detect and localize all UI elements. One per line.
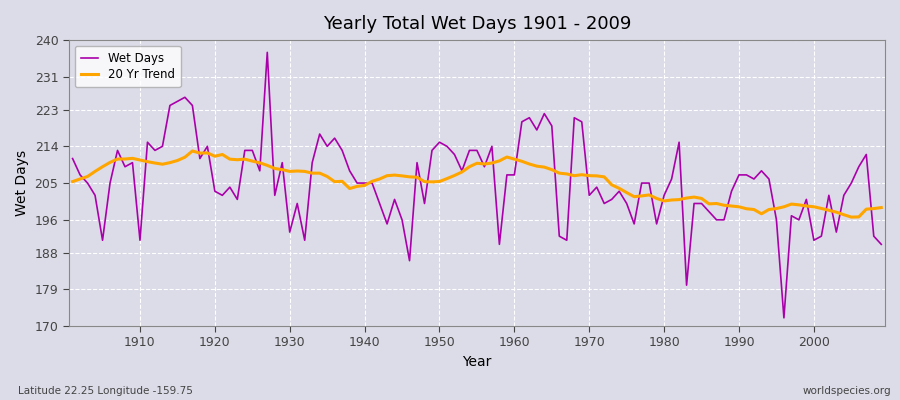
Y-axis label: Wet Days: Wet Days <box>15 150 29 216</box>
20 Yr Trend <box>517 159 527 164</box>
Legend: Wet Days, 20 Yr Trend: Wet Days, 20 Yr Trend <box>75 46 181 87</box>
Wet Days <box>300 238 310 243</box>
20 Yr Trend <box>344 186 355 191</box>
Text: worldspecies.org: worldspecies.org <box>803 386 891 396</box>
Line: 20 Yr Trend: 20 Yr Trend <box>73 151 881 217</box>
20 Yr Trend <box>846 215 857 220</box>
20 Yr Trend <box>300 169 310 174</box>
Title: Yearly Total Wet Days 1901 - 2009: Yearly Total Wet Days 1901 - 2009 <box>323 15 631 33</box>
Wet Days <box>509 172 520 177</box>
Wet Days <box>517 120 527 124</box>
Wet Days <box>778 316 789 320</box>
Wet Days <box>607 197 617 202</box>
20 Yr Trend <box>187 148 198 153</box>
Wet Days <box>262 50 273 55</box>
X-axis label: Year: Year <box>463 355 491 369</box>
Wet Days <box>127 160 138 165</box>
20 Yr Trend <box>607 182 617 187</box>
Text: Latitude 22.25 Longitude -159.75: Latitude 22.25 Longitude -159.75 <box>18 386 193 396</box>
Wet Days <box>344 168 355 173</box>
20 Yr Trend <box>68 179 78 184</box>
20 Yr Trend <box>127 156 138 161</box>
Wet Days <box>68 156 78 161</box>
Wet Days <box>876 242 886 247</box>
Line: Wet Days: Wet Days <box>73 52 881 318</box>
20 Yr Trend <box>876 205 886 210</box>
20 Yr Trend <box>509 157 520 162</box>
